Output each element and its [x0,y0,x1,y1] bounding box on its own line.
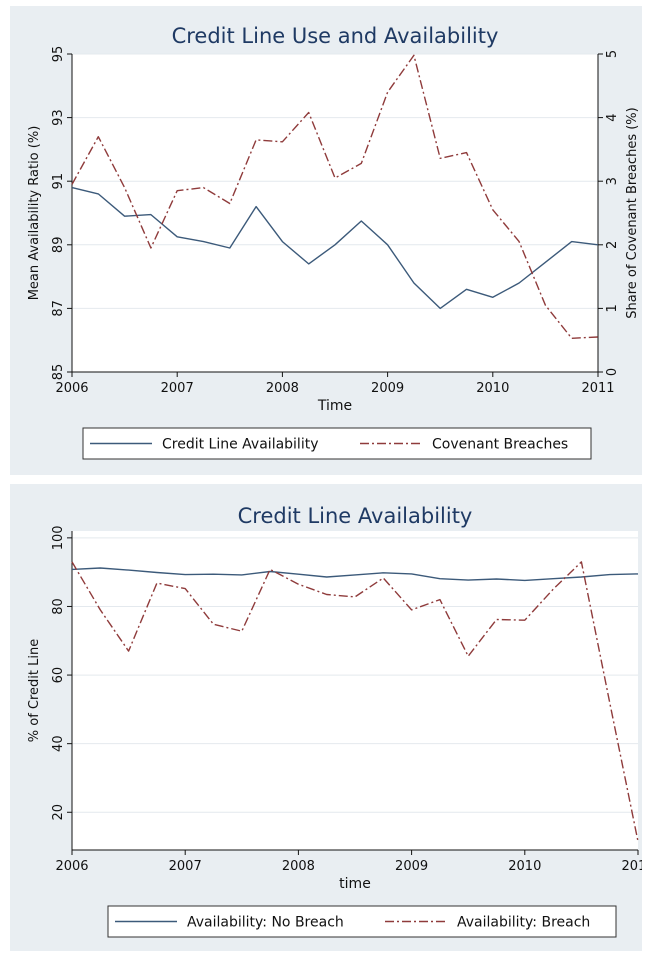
x-tick-label: 2011 [621,859,642,874]
y2-tick-label: 0 [605,368,620,376]
y2-tick-label: 4 [605,113,620,121]
y-tick-label: 87 [51,300,66,317]
chart-panel-top: Credit Line Use and Availability 85 87 89 91… [10,6,642,475]
legend-label: Availability: Breach [457,915,590,931]
y-tick-label: 93 [51,109,66,126]
x-axis-title: Time [317,398,352,414]
x-tick-label: 2007 [169,859,202,874]
y2-tick-label: 5 [605,50,620,58]
y2-tick-label: 3 [605,177,620,185]
y2-tick-label: 2 [605,241,620,249]
y2-tick-label: 1 [605,304,620,312]
credit-line-use-chart: Credit Line Use and Availability 85 87 89 91… [27,24,640,460]
y-tick-label: 20 [51,804,66,821]
x-tick-label: 2009 [395,859,428,874]
y2-axis-title: Share of Covenant Breaches (%) [625,107,640,318]
series-line-availability [71,567,639,582]
x-tick-label: 2010 [508,859,541,874]
y-tick-label: 40 [51,735,66,752]
chart-title: Credit Line Availability [238,504,473,528]
y-tick-label: 100 [51,525,66,550]
y-axis-title: Mean Availability Ratio (%) [27,126,42,301]
y-axis-title: % of Credit Line [27,639,42,742]
plot-area [72,54,598,372]
legend-box [82,427,592,460]
y-tick-label: 95 [51,46,66,63]
legend-label: Credit Line Availability [162,437,319,453]
x-tick-label: 2010 [476,381,509,396]
x-tick-label: 2008 [282,859,315,874]
x-tick-label: 2011 [581,381,614,396]
plot-area [72,531,638,850]
credit-line-availability-chart: Credit Line Availability 20 40 60 80 100 2006 2… [27,504,650,938]
y-tick-label: 91 [51,173,66,190]
x-tick-label: 2006 [55,381,88,396]
chart-panel-bottom: Credit Line Availability 20 40 60 80 100 2006 2… [10,484,650,951]
legend-label: Covenant Breaches [432,437,568,453]
y-tick-label: 85 [51,364,66,381]
y-tick-label: 80 [51,598,66,615]
x-axis-title: time [339,876,371,892]
series-line-availability [71,186,599,310]
legend-box [107,905,617,938]
chart-title: Credit Line Use and Availability [172,24,499,48]
x-tick-label: 2009 [371,381,404,396]
series-line-breach [71,561,639,842]
x-tick-label: 2007 [161,381,194,396]
x-tick-label: 2006 [55,859,88,874]
y-tick-label: 60 [51,667,66,684]
x-tick-label: 2008 [266,381,299,396]
legend-label: Availability: No Breach [187,915,344,931]
y-tick-label: 89 [51,237,66,254]
